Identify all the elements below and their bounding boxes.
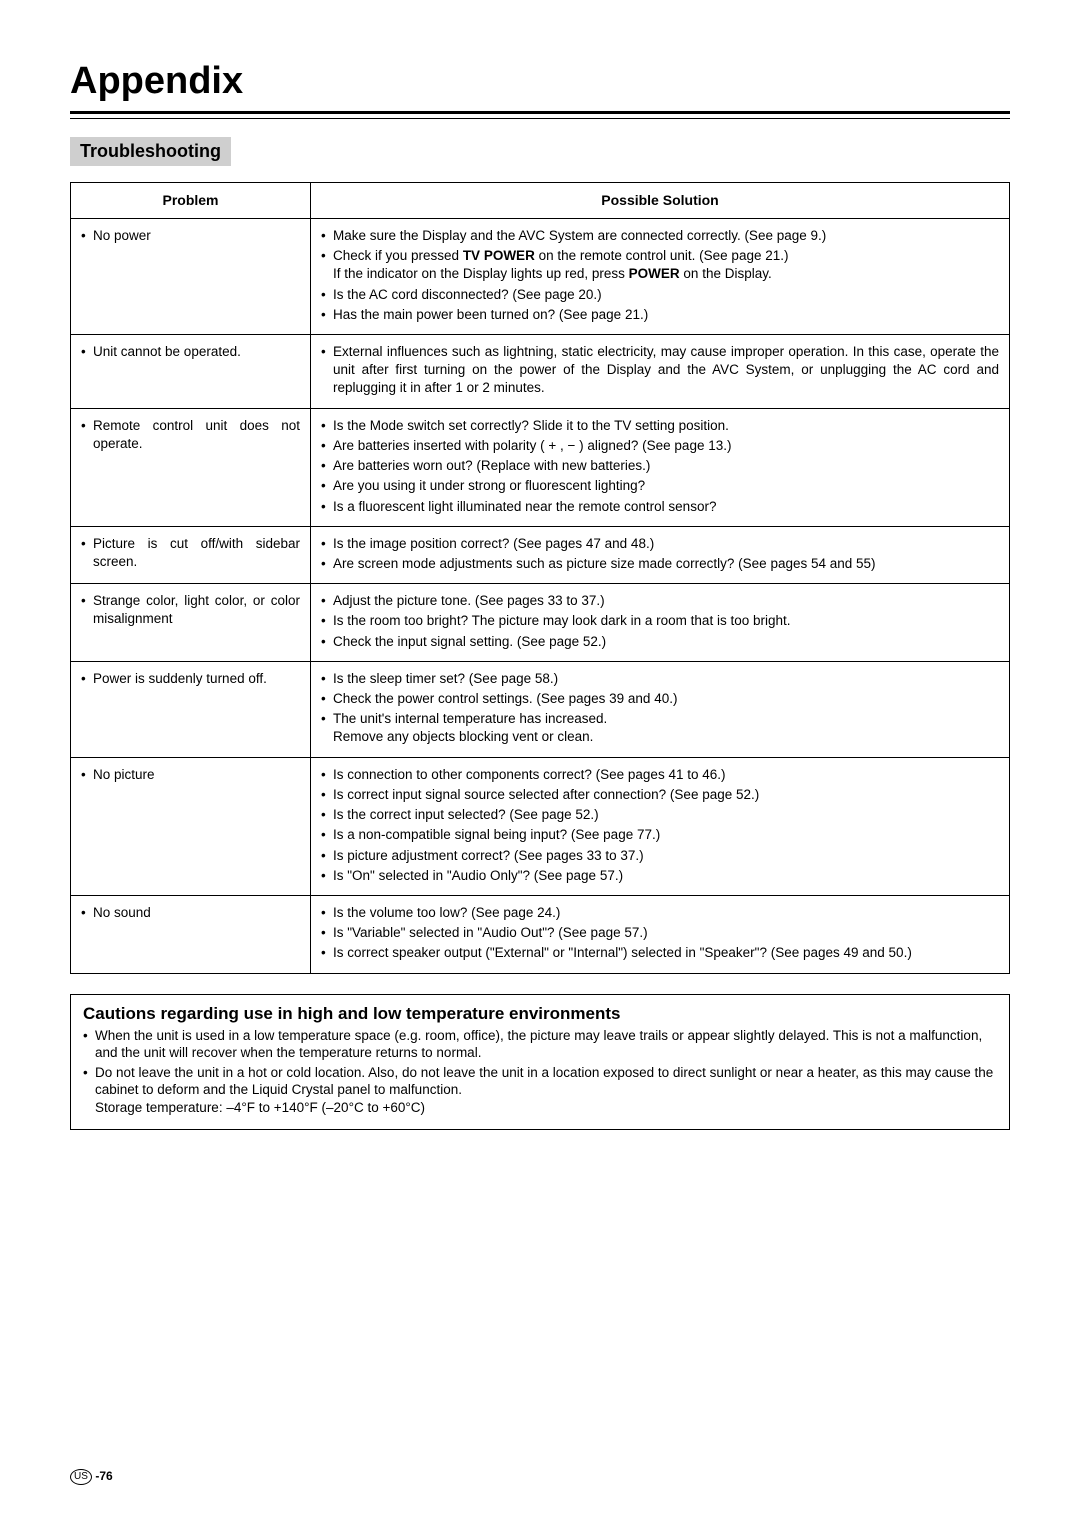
problem-cell: Remote control unit does not operate. — [71, 408, 311, 526]
solution-cell: Is the Mode switch set correctly? Slide … — [311, 408, 1010, 526]
solution-cell: External influences such as lightning, s… — [311, 334, 1010, 408]
solution-item: Is the AC cord disconnected? (See page 2… — [321, 286, 999, 304]
caution-item: Do not leave the unit in a hot or cold l… — [83, 1064, 997, 1117]
problem-cell: Power is suddenly turned off. — [71, 661, 311, 757]
table-row: Remote control unit does not operate. Is … — [71, 408, 1010, 526]
divider-thick — [70, 111, 1010, 114]
caution-item: When the unit is used in a low temperatu… — [83, 1027, 997, 1062]
problem-text: No sound — [81, 904, 300, 922]
solution-item: Is connection to other components correc… — [321, 766, 999, 784]
problem-text: Remote control unit does not operate. — [81, 417, 300, 453]
solution-item: Is the room too bright? The picture may … — [321, 612, 999, 630]
caution-box: Cautions regarding use in high and low t… — [70, 994, 1010, 1130]
solution-item: The unit's internal temperature has incr… — [321, 710, 999, 746]
solution-item: Adjust the picture tone. (See pages 33 t… — [321, 592, 999, 610]
table-row: Unit cannot be operated. External influen… — [71, 334, 1010, 408]
problem-cell: No sound — [71, 896, 311, 974]
solution-item: Is the Mode switch set correctly? Slide … — [321, 417, 999, 435]
solution-item: Are batteries inserted with polarity ( +… — [321, 437, 999, 455]
page-number: -76 — [95, 1469, 112, 1483]
appendix-title: Appendix — [70, 60, 1010, 103]
divider-thin — [70, 118, 1010, 119]
problem-cell: Picture is cut off/with sidebar screen. — [71, 526, 311, 583]
problem-text: Picture is cut off/with sidebar screen. — [81, 535, 300, 571]
solution-item: Is the sleep timer set? (See page 58.) — [321, 670, 999, 688]
solution-item: Is a fluorescent light illuminated near … — [321, 498, 999, 516]
table-body: No power Make sure the Display and the AV… — [71, 218, 1010, 973]
caution-list: When the unit is used in a low temperatu… — [83, 1027, 997, 1117]
table-header-row: Problem Possible Solution — [71, 183, 1010, 219]
solution-item: Check if you pressed TV POWER on the rem… — [321, 247, 999, 283]
solution-item: Check the power control settings. (See p… — [321, 690, 999, 708]
problem-cell: No power — [71, 218, 311, 334]
solution-item: Are batteries worn out? (Replace with ne… — [321, 457, 999, 475]
problem-cell: Unit cannot be operated. — [71, 334, 311, 408]
solution-item: Is a non-compatible signal being input? … — [321, 826, 999, 844]
solution-cell: Is connection to other components correc… — [311, 757, 1010, 895]
solution-item: External influences such as lightning, s… — [321, 343, 999, 398]
solution-item: Is "On" selected in "Audio Only"? (See p… — [321, 867, 999, 885]
solution-item: Make sure the Display and the AVC System… — [321, 227, 999, 245]
troubleshooting-table: Problem Possible Solution No power Make s… — [70, 182, 1010, 974]
solution-cell: Adjust the picture tone. (See pages 33 t… — [311, 584, 1010, 662]
solution-cell: Is the image position correct? (See page… — [311, 526, 1010, 583]
page-footer: US -76 — [70, 1469, 113, 1485]
table-row: No sound Is the volume too low? (See page… — [71, 896, 1010, 974]
solution-item: Are screen mode adjustments such as pict… — [321, 555, 999, 573]
solution-item: Is correct input signal source selected … — [321, 786, 999, 804]
caution-title: Cautions regarding use in high and low t… — [83, 1003, 997, 1025]
table-row: Power is suddenly turned off. Is the slee… — [71, 661, 1010, 757]
problem-cell: No picture — [71, 757, 311, 895]
solution-item: Check the input signal setting. (See pag… — [321, 633, 999, 651]
problem-text: Strange color, light color, or color mis… — [81, 592, 300, 628]
solution-item: Is the image position correct? (See page… — [321, 535, 999, 553]
header-problem: Problem — [71, 183, 311, 219]
table-row: Picture is cut off/with sidebar screen. I… — [71, 526, 1010, 583]
solution-item: Is picture adjustment correct? (See page… — [321, 847, 999, 865]
problem-text: No picture — [81, 766, 300, 784]
problem-text: No power — [81, 227, 300, 245]
solution-item: Is the correct input selected? (See page… — [321, 806, 999, 824]
problem-text: Unit cannot be operated. — [81, 343, 300, 361]
header-solution: Possible Solution — [311, 183, 1010, 219]
problem-text: Power is suddenly turned off. — [81, 670, 300, 688]
table-row: Strange color, light color, or color mis… — [71, 584, 1010, 662]
solution-cell: Make sure the Display and the AVC System… — [311, 218, 1010, 334]
solution-item: Is the volume too low? (See page 24.) — [321, 904, 999, 922]
problem-cell: Strange color, light color, or color mis… — [71, 584, 311, 662]
solution-cell: Is the sleep timer set? (See page 58.) Ch… — [311, 661, 1010, 757]
section-heading: Troubleshooting — [70, 137, 231, 166]
solution-item: Are you using it under strong or fluores… — [321, 477, 999, 495]
table-row: No picture Is connection to other compone… — [71, 757, 1010, 895]
solution-cell: Is the volume too low? (See page 24.) Is … — [311, 896, 1010, 974]
solution-item: Is correct speaker output ("External" or… — [321, 944, 999, 962]
table-row: No power Make sure the Display and the AV… — [71, 218, 1010, 334]
solution-item: Has the main power been turned on? (See … — [321, 306, 999, 324]
region-label: US — [70, 1469, 92, 1485]
solution-item: Is "Variable" selected in "Audio Out"? (… — [321, 924, 999, 942]
